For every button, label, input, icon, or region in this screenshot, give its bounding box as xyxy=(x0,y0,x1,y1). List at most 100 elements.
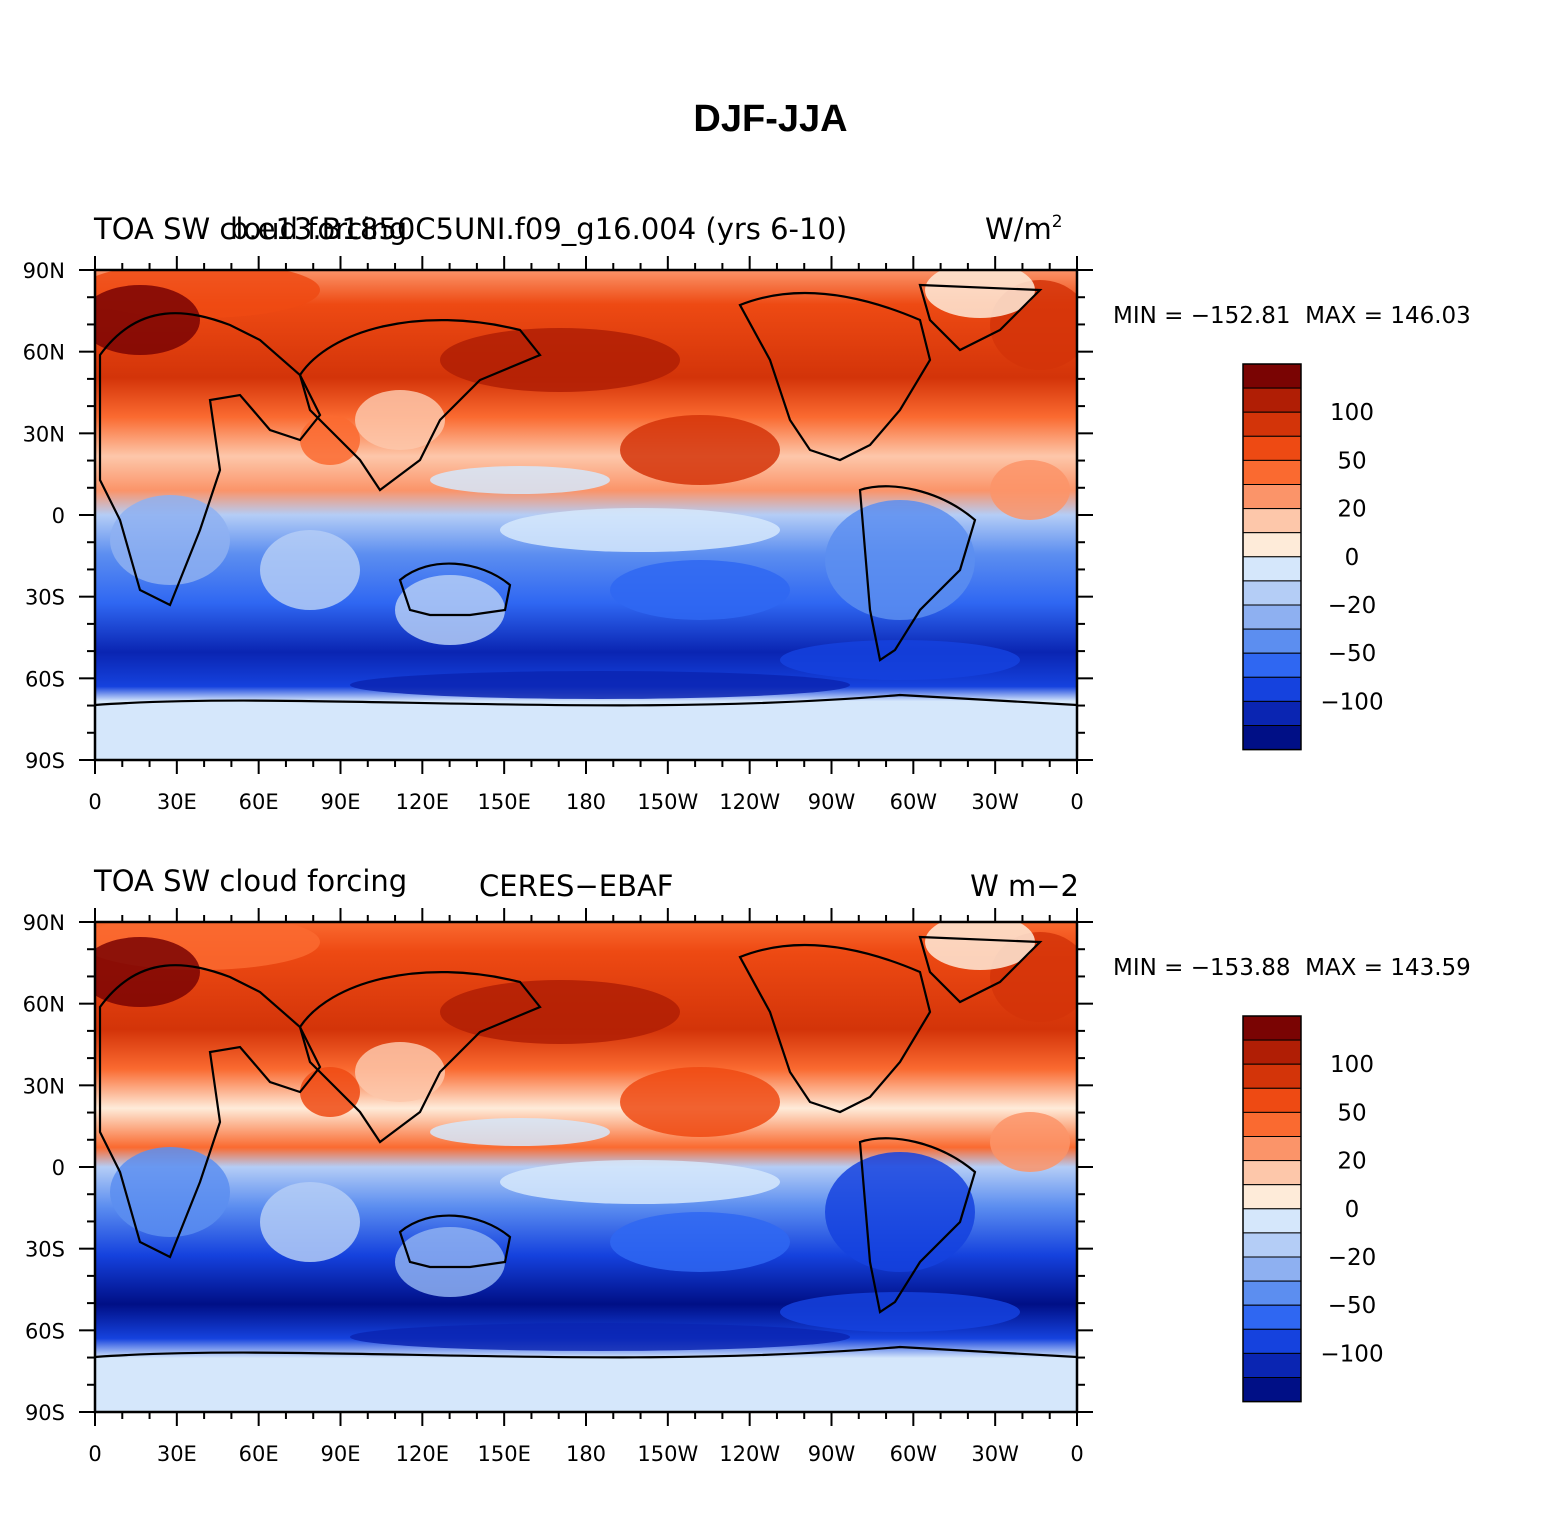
colorbar-label: 100 xyxy=(1330,1052,1374,1078)
colorbar-box xyxy=(1242,1208,1302,1234)
colorbar-label: 50 xyxy=(1337,1100,1366,1126)
panel-title-center: b.e13.B1850C5UNI.f09_g16.004 (yrs 6-10) xyxy=(230,212,847,246)
x-tick-label: 180 xyxy=(566,1442,606,1466)
field-region xyxy=(395,575,505,645)
field-region xyxy=(300,1067,360,1117)
field-region xyxy=(610,1212,790,1272)
x-tick-label: 60E xyxy=(239,790,279,814)
colorbar-box xyxy=(1242,652,1302,678)
coastline xyxy=(298,319,542,492)
field-region xyxy=(110,495,230,585)
colorbar-box xyxy=(1242,1160,1302,1186)
x-tick-label: 150E xyxy=(477,790,530,814)
colorbar-box xyxy=(1242,1063,1302,1089)
coastline xyxy=(98,312,322,607)
colorbar-label: 20 xyxy=(1337,1149,1366,1175)
x-tick-label: 60W xyxy=(890,790,938,814)
colorbar-label: 50 xyxy=(1337,448,1366,474)
panel-title-units: W m−2 xyxy=(970,869,1079,903)
colorbar-label: −20 xyxy=(1328,1245,1377,1271)
y-tick-label: 0 xyxy=(52,1156,65,1180)
colorbar-label: −50 xyxy=(1328,641,1377,667)
y-tick-label: 60S xyxy=(25,1319,65,1343)
colorbar-label: 0 xyxy=(1345,545,1360,571)
x-tick-label: 120W xyxy=(719,1442,780,1466)
y-tick-label: 90N xyxy=(23,259,65,283)
colorbar-box xyxy=(1242,1111,1302,1137)
field-region xyxy=(350,671,850,699)
x-tick-label: 30E xyxy=(157,1442,197,1466)
y-tick-label: 60N xyxy=(23,341,65,365)
x-tick-label: 60W xyxy=(890,1442,938,1466)
field-region xyxy=(825,500,975,620)
field-region xyxy=(260,530,360,610)
colorbar-box xyxy=(1242,1232,1302,1258)
map-field xyxy=(95,922,1077,1412)
x-tick-label: 180 xyxy=(566,790,606,814)
panel-title-center: CERES−EBAF xyxy=(479,869,674,903)
field-region xyxy=(395,1227,505,1297)
x-tick-label: 90W xyxy=(808,1442,856,1466)
axis-ticks: 0 30E 60E 90E 120E 150E 180 150W 120W 90W 60W 30W 09… xyxy=(23,256,1093,814)
coastline xyxy=(98,964,322,1259)
colorbar-box xyxy=(1242,676,1302,702)
x-tick-label: 150W xyxy=(637,1442,698,1466)
x-tick-label: 0 xyxy=(1070,1442,1083,1466)
field-region xyxy=(430,466,610,494)
colorbar-label: 0 xyxy=(1345,1197,1360,1223)
x-tick-label: 120W xyxy=(719,790,780,814)
colorbar-box xyxy=(1242,725,1302,751)
y-tick-label: 90N xyxy=(23,911,65,935)
field-region xyxy=(355,1042,445,1102)
colorbar-label: 20 xyxy=(1337,497,1366,523)
colorbar-box xyxy=(1242,556,1302,582)
panel-title-units: W/m2 xyxy=(985,212,1063,246)
field-region xyxy=(260,1182,360,1262)
x-tick-label: 150W xyxy=(637,790,698,814)
field-region xyxy=(110,1147,230,1237)
y-tick-label: 60S xyxy=(25,667,65,691)
colorbar-box xyxy=(1242,628,1302,654)
field-region xyxy=(610,560,790,620)
coastline xyxy=(398,562,512,617)
colorbar-box xyxy=(1242,532,1302,558)
field-region xyxy=(500,1160,780,1204)
colorbar-box xyxy=(1242,387,1302,413)
x-tick-label: 120E xyxy=(396,1442,449,1466)
x-tick-label: 120E xyxy=(396,790,449,814)
field-region xyxy=(95,937,200,1007)
coastline xyxy=(298,971,542,1144)
map-panel-bottom: TOA SW cloud forcing CERES−EBAF W m−2 0 3… xyxy=(23,864,1384,1466)
field-region xyxy=(620,415,780,485)
x-tick-label: 0 xyxy=(88,1442,101,1466)
colorbar-box xyxy=(1242,1304,1302,1330)
units-text: W/m xyxy=(985,212,1052,246)
colorbar: 100 50 20 0 −20 −50 −100 xyxy=(1242,1015,1384,1403)
colorbar-label: −50 xyxy=(1328,1293,1377,1319)
coastline xyxy=(918,935,1043,1004)
min-max-stat: MIN = −152.81 MAX = 146.03 xyxy=(1113,303,1471,329)
colorbar-box xyxy=(1242,1015,1302,1041)
y-tick-label: 30N xyxy=(23,1074,65,1098)
figure-title: DJF-JJA xyxy=(693,98,848,140)
units-superscript: 2 xyxy=(1052,212,1063,232)
colorbar-box xyxy=(1242,580,1302,606)
x-tick-label: 30E xyxy=(157,790,197,814)
colorbar-box xyxy=(1242,1377,1302,1403)
colorbar-box xyxy=(1242,700,1302,726)
colorbar-label: −100 xyxy=(1320,1341,1383,1367)
field-region xyxy=(440,980,680,1044)
colorbar-label: −100 xyxy=(1320,689,1383,715)
axis-ticks: 0 30E 60E 90E 120E 150E 180 150W 120W 90W 60W 30W 09… xyxy=(23,908,1093,1466)
field-region xyxy=(350,1323,850,1351)
colorbar-box xyxy=(1242,411,1302,437)
colorbar-box xyxy=(1242,508,1302,534)
y-tick-label: 30N xyxy=(23,422,65,446)
x-tick-label: 150E xyxy=(477,1442,530,1466)
coastline xyxy=(95,693,1077,707)
field-region xyxy=(780,640,1020,680)
coastline xyxy=(398,1214,512,1269)
colorbar-box xyxy=(1242,1184,1302,1210)
colorbar-box xyxy=(1242,1256,1302,1282)
field-region xyxy=(440,328,680,392)
